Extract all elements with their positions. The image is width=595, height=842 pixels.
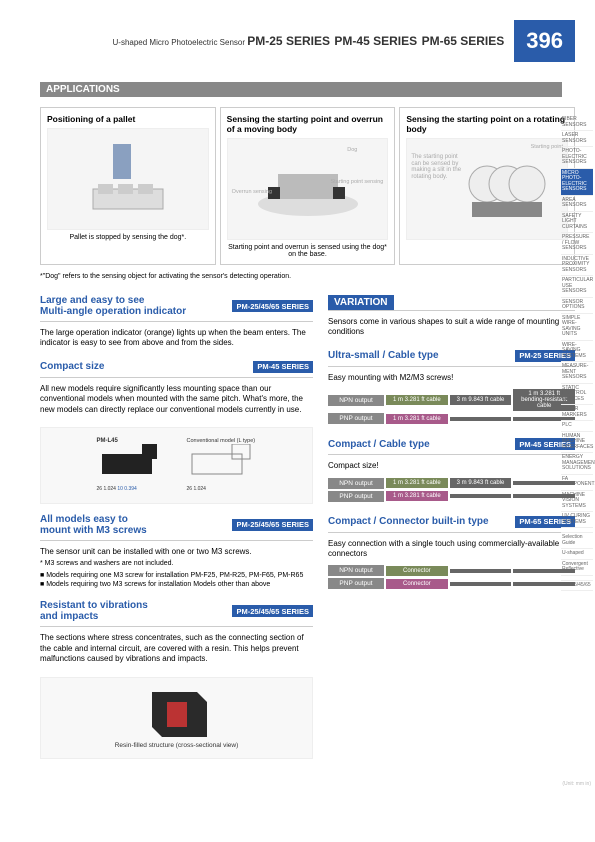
variation-title: VARIATION [328,295,394,310]
sidebar-item[interactable]: SENSOR OPTIONS [561,298,593,314]
sidebar-item[interactable]: ENERGY MANAGEMENT SOLUTIONS [561,453,593,475]
right-column: VARIATION Sensors come in various shapes… [328,295,575,769]
output-row: NPN output1 m 3.281 ft cable3 m 9.843 ft… [328,389,575,411]
sidebar-item[interactable]: MEASURE-MENT SENSORS [561,362,593,384]
sidebar-item[interactable]: PARTICULAR USE SENSORS [561,276,593,298]
m3-heading: All models easy tomount with M3 screws P… [40,514,313,536]
app-pallet: Positioning of a pallet Pallet is stoppe… [40,107,216,265]
output-row: NPN outputConnector [328,565,575,576]
sidebar-item[interactable]: FIBER SENSORS [561,115,593,131]
applications-row: Positioning of a pallet Pallet is stoppe… [40,107,575,265]
indicator-heading: Large and easy to seeMulti-angle operati… [40,295,313,317]
sidebar-item[interactable]: STATIC CONTROL DEVICES [561,384,593,406]
variation-group: Compact / Connector built-in typePM-65 S… [328,516,575,590]
compact-heading: Compact size PM-45 SERIES [40,361,313,373]
pallet-diagram-icon [47,128,209,230]
header-product: U-shaped Micro Photoelectric Sensor PM-2… [113,34,505,48]
sidebar-item[interactable]: MICRO PHOTO-ELECTRIC SENSORS [561,169,593,196]
output-row: PNP outputConnector [328,578,575,589]
sidebar-item[interactable]: WIRE-SAVING SYSTEMS [561,341,593,363]
sidebar-item[interactable]: MACHINE VISION SYSTEMS [561,491,593,513]
sidebar-item[interactable]: SAFETY LIGHT CURTAINS [561,212,593,234]
sidebar-item[interactable]: FA COMPONENTS [561,475,593,491]
left-column: Large and easy to seeMulti-angle operati… [40,295,313,769]
app-moving-body: Sensing the starting point and overrun o… [220,107,396,265]
sidebar-item[interactable]: LASER MARKERS [561,405,593,421]
sidebar-item[interactable]: U-shaped [561,549,593,560]
moving-diagram-icon: Overrun sensing Dog Starting point sensi… [227,138,389,240]
category-sidebar: FIBER SENSORSLASER SENSORSPHOTO-ELECTRIC… [561,115,593,591]
compact-diagram-icon: PM-L45 26 1.024 10 0.394 Conventional mo… [40,427,313,504]
rotating-diagram-icon: The starting point can be sensed by maki… [406,138,568,240]
resist-heading: Resistant to vibrationsand impacts PM-25… [40,600,313,622]
variation-group: Compact / Cable typePM-45 SERIESCompact … [328,438,575,501]
sidebar-item[interactable]: HUMAN MACHINE INTERFACES [561,432,593,454]
app-rotating-body: Sensing the starting point on a rotating… [399,107,575,265]
sidebar-item[interactable]: PHOTO-ELECTRIC SENSORS [561,147,593,169]
applications-title: APPLICATIONS [40,82,562,97]
sidebar-item[interactable]: Selection Guide [561,533,593,549]
sidebar-item[interactable]: PM-25/45/65 [561,581,593,592]
sidebar-item[interactable]: PRESSURE / FLOW SENSORS [561,233,593,255]
output-row: PNP output1 m 3.281 ft cable [328,491,575,502]
variation-group: Ultra-small / Cable typePM-25 SERIESEasy… [328,350,575,424]
sidebar-item[interactable]: AREA SENSORS [561,196,593,212]
sidebar-item[interactable]: LASER SENSORS [561,131,593,147]
resin-diagram-icon: Resin-filled structure (cross-sectional … [40,677,313,759]
output-row: PNP output1 m 3.281 ft cable [328,413,575,424]
sidebar-item[interactable]: INDUCTIVE PROXIMITY SENSORS [561,255,593,277]
sidebar-item[interactable]: PLC [561,421,593,432]
page-header: U-shaped Micro Photoelectric Sensor PM-2… [40,20,575,62]
page-number: 396 [514,20,575,62]
dog-note: *"Dog" refers to the sensing object for … [40,273,575,280]
sidebar-item[interactable]: Convergent Reflective [561,560,593,576]
output-row: NPN output1 m 3.281 ft cable3 m 9.843 ft… [328,478,575,489]
sidebar-item[interactable]: UV CURING SYSTEMS [561,512,593,528]
sidebar-item[interactable]: SIMPLE WIRE-SAVING UNITS [561,314,593,341]
